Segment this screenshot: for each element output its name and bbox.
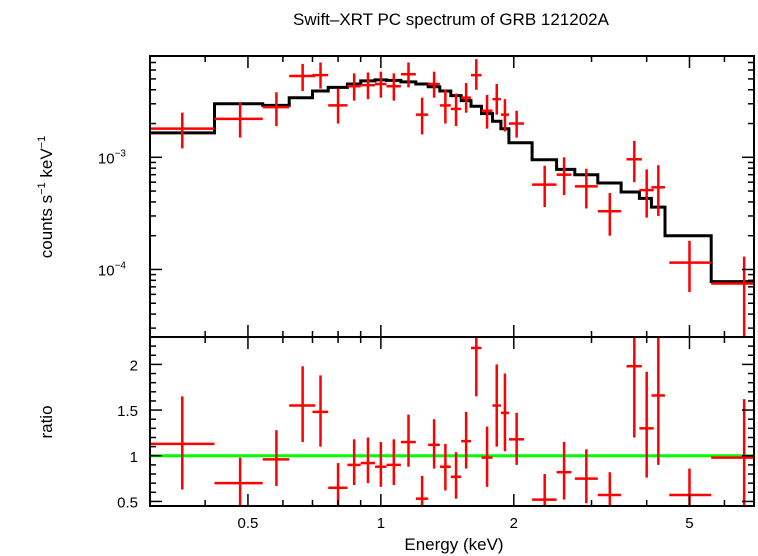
ratio-y-axis-label: ratio	[37, 405, 56, 438]
x-tick-label: 2	[510, 515, 518, 532]
x-tick-label: 1	[377, 515, 385, 532]
ratio-y-tick-label: 1	[130, 449, 138, 466]
spectrum-y-tick-label: 10−4	[98, 260, 127, 279]
ratio-y-tick-label: 1.5	[117, 403, 138, 420]
ratio-frame	[149, 336, 755, 507]
ylabel-main: counts s	[37, 195, 56, 258]
ratio-y-tick-label: 0.5	[117, 494, 138, 511]
spectrum-y-tick-label: 10−3	[98, 148, 127, 167]
chart-title: Swift–XRT PC spectrum of GRB 121202A	[293, 10, 610, 29]
plot-layer	[149, 55, 755, 507]
spectrum-y-axis-label: counts s−1 keV−1	[36, 136, 56, 258]
x-tick-label: 0.5	[238, 515, 259, 532]
ylabel-mid: keV	[37, 148, 56, 183]
ylabel-sup-1: −1	[36, 182, 48, 195]
ratio-y-tick-label: 2	[130, 357, 138, 374]
x-tick-label: 5	[685, 515, 693, 532]
ylabel-sup-2: −1	[36, 136, 48, 149]
x-axis-label: Energy (keV)	[404, 535, 503, 554]
